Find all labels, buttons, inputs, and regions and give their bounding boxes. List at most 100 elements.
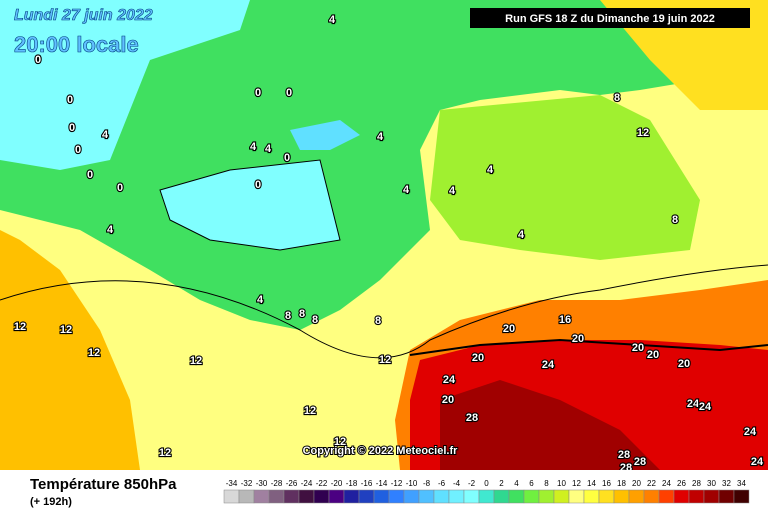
color-scale: -34 -32 -30 -28 -26 -24 -22 -20 -18 -16 -14 -12 -10-… [223, 479, 750, 504]
scale-label: 4 [514, 479, 519, 488]
contour-label: 16 [559, 314, 571, 326]
scale-swatch [433, 489, 450, 504]
contour-label: 0 [255, 87, 261, 99]
scale-swatch [313, 489, 330, 504]
field-cold-island [290, 120, 360, 150]
field-mild [0, 0, 768, 330]
scale-label: 18 [617, 479, 626, 488]
contour-label: 4 [377, 131, 384, 143]
scale-swatch [673, 489, 690, 504]
scale-label: -20 [331, 479, 343, 488]
scale-swatch [478, 489, 495, 504]
contour-label: 24 [699, 401, 712, 413]
date: Lundi 27 juin 2022 [14, 7, 153, 24]
scale-label: -2 [468, 479, 476, 488]
scale-label: 20 [632, 479, 641, 488]
copyright: Copyright © 2022 Meteociel.fr [303, 445, 459, 457]
scale-label: 10 [557, 479, 566, 488]
contour-label: 4 [403, 184, 410, 196]
contour-label: 24 [751, 456, 764, 468]
contour-label: 4 [102, 129, 109, 141]
scale-swatch [238, 489, 255, 504]
run-box [470, 8, 750, 28]
contour-label: 12 [637, 127, 649, 139]
contour-label: 4 [257, 294, 264, 306]
scale-label: 2 [499, 479, 504, 488]
contour-label: 4 [329, 14, 336, 26]
scale-label: -28 [271, 479, 283, 488]
contour-label: 20 [572, 333, 584, 345]
scale-label: -10 [406, 479, 418, 488]
scale-label: -8 [423, 479, 431, 488]
scale-swatch [658, 489, 675, 504]
scale-label: 28 [692, 479, 701, 488]
contour-label: 28 [466, 412, 478, 424]
field-scandinavia [430, 95, 700, 260]
scale-swatch [718, 489, 735, 504]
scale-swatch [628, 489, 645, 504]
scale-label: 32 [722, 479, 731, 488]
contour-label: 8 [375, 315, 381, 327]
scale-label: 16 [602, 479, 611, 488]
scale-label: -6 [438, 479, 446, 488]
contour-label: 24 [687, 398, 700, 410]
scale-swatch [358, 489, 375, 504]
scale-label: 8 [544, 479, 549, 488]
scale-label: 6 [529, 479, 534, 488]
contour-label: 4 [449, 185, 456, 197]
scale-label: -30 [256, 479, 268, 488]
contour-label: 24 [744, 426, 757, 438]
contour-label: 12 [88, 347, 100, 359]
contour-label: 12 [334, 436, 346, 448]
contour-label: 12 [60, 324, 72, 336]
contour-label: 24 [443, 374, 456, 386]
contour-label: 12 [379, 354, 391, 366]
run-info: Run GFS 18 Z du Dimanche 19 juin 2022 [505, 13, 715, 25]
field-cold-sea [160, 160, 340, 250]
footer-lead: (+ 192h) [30, 496, 72, 508]
scale-swatch [373, 489, 390, 504]
scale-swatch [298, 489, 315, 504]
scale-swatch [388, 489, 405, 504]
scale-swatch [688, 489, 705, 504]
temperature-field [0, 0, 768, 470]
coastline [0, 264, 768, 359]
contour-label: 0 [35, 54, 41, 66]
contour-label: 12 [159, 447, 171, 459]
contour-label: 8 [614, 92, 620, 104]
scale-swatch [268, 489, 285, 504]
scale-swatch [283, 489, 300, 504]
contour-label: 0 [67, 94, 73, 106]
contour-label: 0 [284, 152, 290, 164]
scale-label: 24 [662, 479, 671, 488]
scale-swatch [733, 489, 750, 504]
contour-label: 12 [304, 405, 316, 417]
scale-swatch [463, 489, 480, 504]
contour-label: 20 [647, 349, 659, 361]
contour-label: 8 [672, 214, 678, 226]
contour-label: 20 [678, 358, 690, 370]
contour-label: 0 [75, 144, 81, 156]
scale-label: 0 [484, 479, 489, 488]
scale-label: 34 [737, 479, 746, 488]
scale-swatch [553, 489, 570, 504]
contour-label: 0 [69, 122, 75, 134]
scale-label: 12 [572, 479, 581, 488]
scale-label: -34 [226, 479, 238, 488]
scale-label: -24 [301, 479, 313, 488]
scale-swatch [253, 489, 270, 504]
contour-label: 20 [632, 342, 644, 354]
contour-label: 4 [265, 143, 272, 155]
contour-label: 8 [299, 308, 305, 320]
local-time: 20:00 locale [14, 32, 139, 57]
scale-swatch [403, 489, 420, 504]
scale-label: -32 [241, 479, 253, 488]
scale-swatch [523, 489, 540, 504]
scale-label: -12 [391, 479, 403, 488]
scale-swatch [223, 489, 240, 504]
scale-label: 30 [707, 479, 716, 488]
scale-label: -4 [453, 479, 461, 488]
scale-swatch [328, 489, 345, 504]
contour-label: 8 [285, 310, 291, 322]
